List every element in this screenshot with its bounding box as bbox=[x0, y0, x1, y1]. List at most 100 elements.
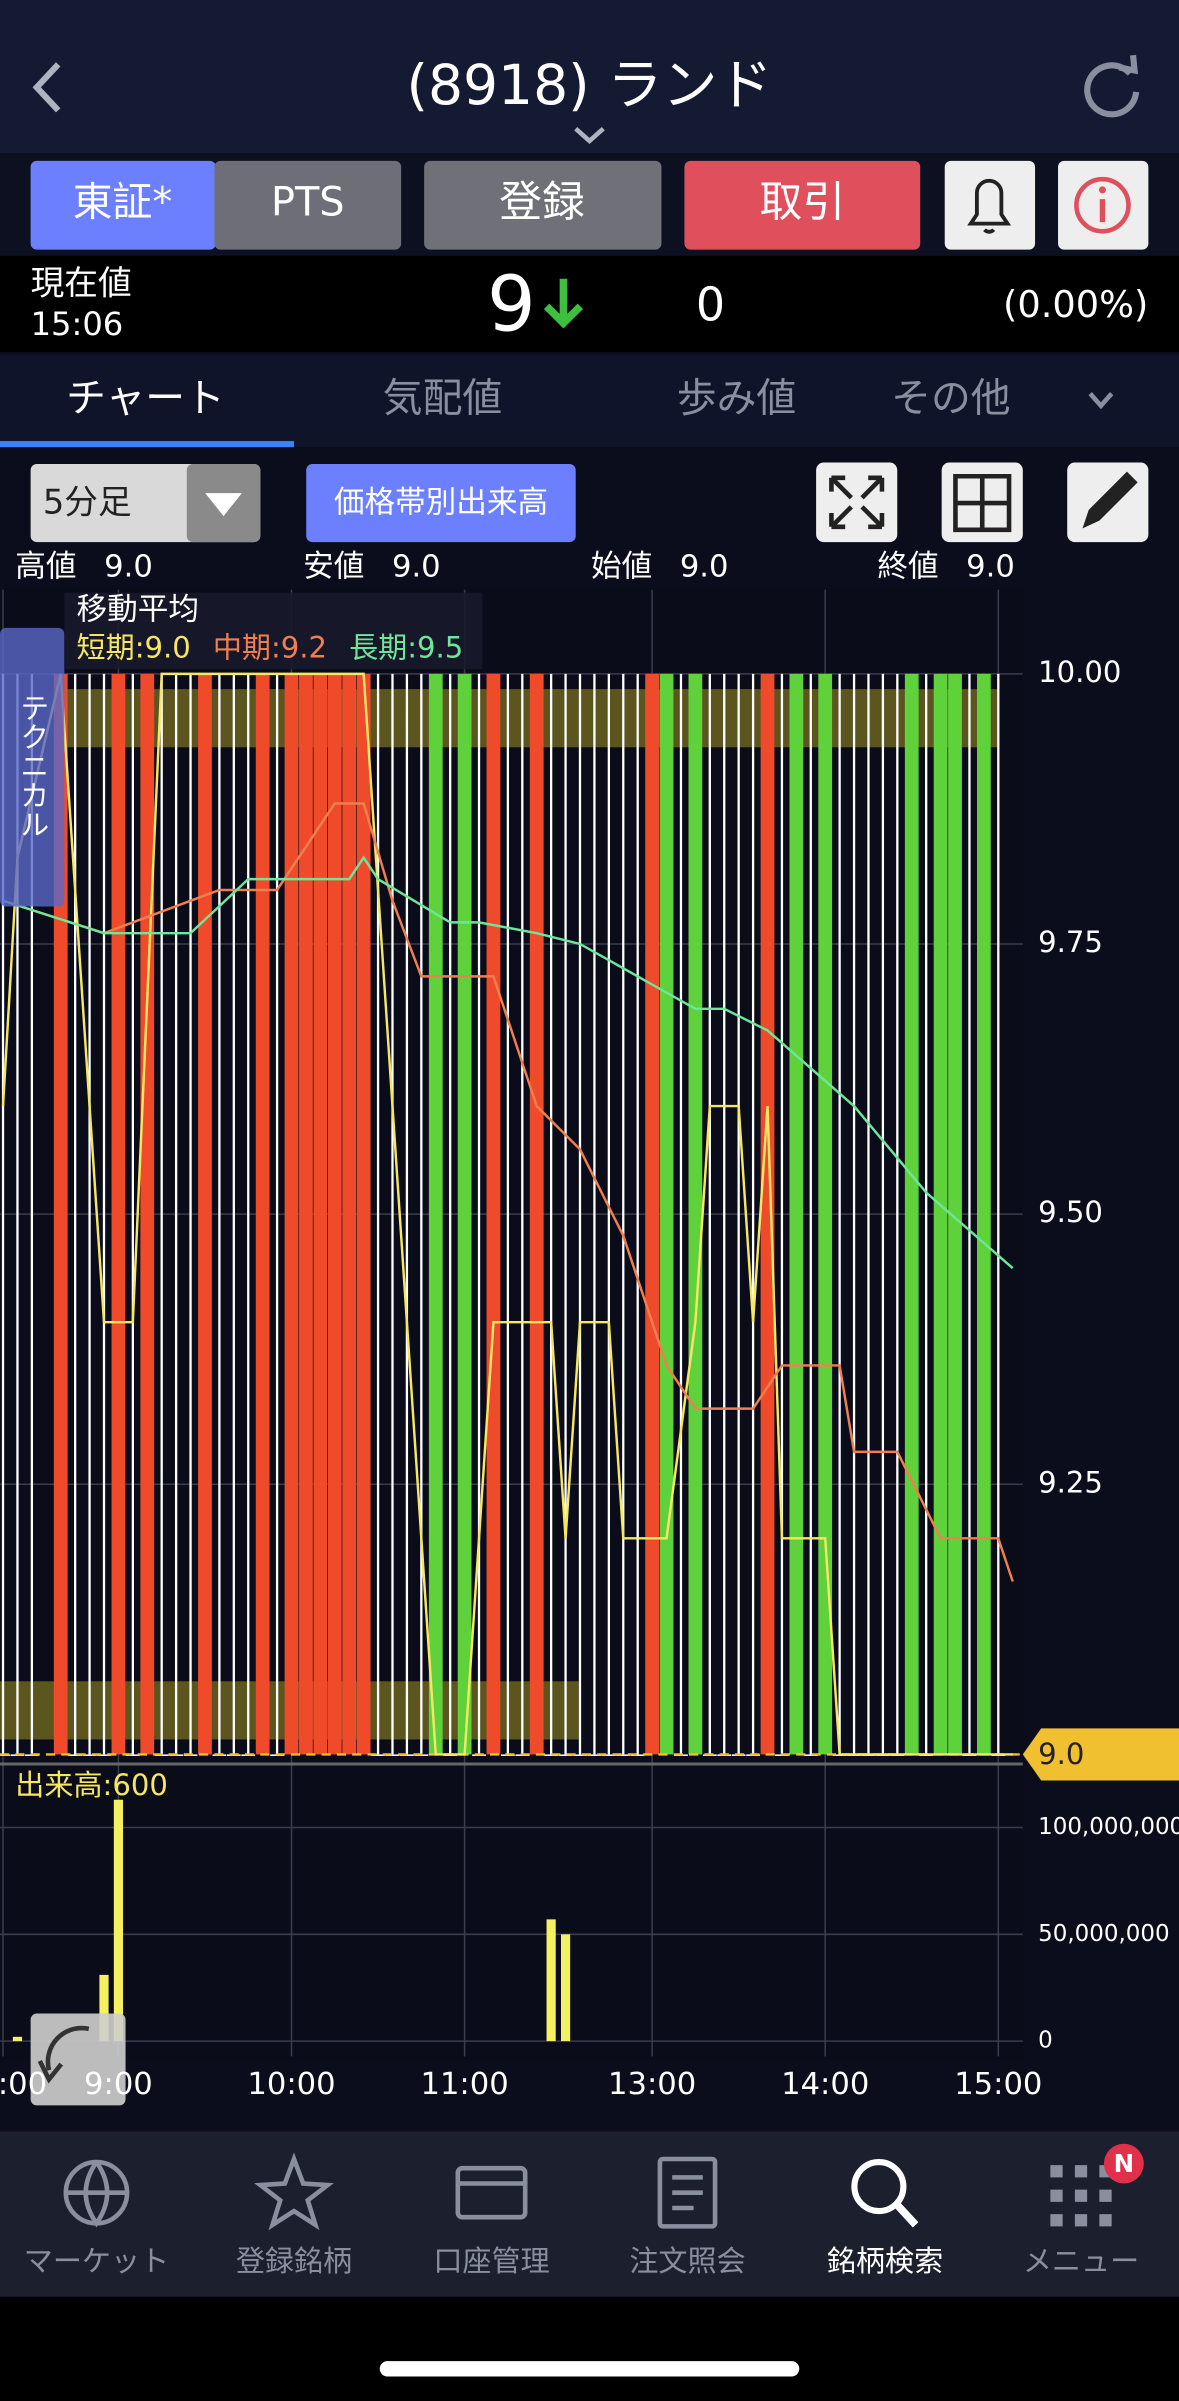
ohlc-value: 9.0 bbox=[392, 550, 441, 585]
candle-body bbox=[688, 673, 703, 1755]
legend-box bbox=[64, 592, 483, 670]
expand-button[interactable] bbox=[816, 462, 898, 543]
register-button[interactable] bbox=[424, 160, 662, 250]
x-tick-label: 15:00 bbox=[954, 2067, 1042, 2102]
x-tick-label: 13:00 bbox=[608, 2067, 696, 2102]
down-arrow bbox=[543, 278, 584, 329]
candle-body bbox=[803, 1754, 818, 1756]
menu-dot bbox=[1050, 2214, 1063, 2227]
tab-chart[interactable]: チャート bbox=[66, 376, 225, 422]
refresh-arrow bbox=[1118, 54, 1139, 75]
account-icon bbox=[455, 2165, 528, 2220]
candle-body bbox=[371, 1754, 385, 1756]
home-indicator bbox=[379, 2361, 800, 2377]
candle-body bbox=[53, 673, 68, 1755]
profile-label: 価格帯別出来高 bbox=[334, 485, 548, 520]
profile-button[interactable] bbox=[306, 464, 576, 543]
candle-body bbox=[818, 673, 833, 1755]
refresh-button[interactable] bbox=[1084, 62, 1140, 118]
nav-label[interactable]: 銘柄検索 bbox=[827, 2244, 943, 2278]
legend-entry: 短期:9.0 bbox=[77, 630, 191, 664]
title-chevron[interactable] bbox=[574, 126, 605, 145]
trade-button[interactable] bbox=[684, 160, 921, 250]
volume-bar bbox=[12, 2036, 23, 2042]
legend-entry: 長期:9.5 bbox=[349, 630, 463, 664]
ohlc-value: 9.0 bbox=[966, 550, 1015, 585]
candle-body bbox=[82, 1754, 97, 1756]
nav-label[interactable]: メニュー bbox=[1023, 2244, 1139, 2278]
alert-button[interactable] bbox=[944, 160, 1036, 250]
candle-body bbox=[573, 1754, 587, 1756]
quote-row bbox=[0, 255, 1179, 353]
grid-icon bbox=[953, 473, 1012, 533]
nav-label[interactable]: 注文照会 bbox=[629, 2244, 745, 2278]
menu-dot bbox=[1099, 2214, 1112, 2227]
x-tick-label: 14:00 bbox=[781, 2067, 869, 2102]
quote-time: 15:06 bbox=[31, 305, 124, 343]
x-tick-label: 15:00 bbox=[0, 2067, 47, 2102]
last-price-tag bbox=[1022, 1728, 1179, 1781]
last-price-label: 9.0 bbox=[1038, 1737, 1084, 1771]
period-label: 5分足 bbox=[43, 482, 132, 521]
technical-label: テクニカル bbox=[16, 693, 50, 838]
page-title: (8918) ランド bbox=[406, 53, 772, 117]
search-icon bbox=[851, 2159, 907, 2215]
candle-body bbox=[948, 673, 962, 1755]
home-area bbox=[0, 2296, 1179, 2401]
y-tick-label: 10.00 bbox=[1038, 655, 1121, 689]
volume-tick-label: 50,000,000 bbox=[1038, 1921, 1169, 1947]
volume-title: 出来高:600 bbox=[15, 1768, 168, 1802]
market-icon-lines bbox=[65, 2160, 128, 2228]
tab-underline bbox=[0, 441, 294, 448]
ohlc-label: 安値 bbox=[303, 550, 364, 585]
candle-body bbox=[529, 673, 544, 1755]
quote-price: 9 bbox=[487, 260, 536, 349]
nav-label[interactable]: マーケット bbox=[24, 2244, 169, 2278]
y-tick-label: 9.25 bbox=[1038, 1465, 1103, 1499]
tab-other[interactable]: その他 bbox=[891, 376, 1010, 422]
price-volume-band bbox=[61, 689, 999, 748]
header-bar bbox=[0, 0, 1179, 154]
menu-dot bbox=[1074, 2214, 1088, 2227]
tse-label: 東証* bbox=[73, 180, 173, 226]
candle-body bbox=[284, 673, 299, 1755]
candle-body bbox=[457, 673, 472, 1755]
moving-average bbox=[1, 672, 1013, 1756]
menu-dot bbox=[1099, 2189, 1112, 2202]
back-button[interactable] bbox=[32, 62, 61, 113]
orders-icon bbox=[657, 2156, 718, 2229]
ohlc-label: 始値 bbox=[591, 550, 652, 585]
candle-body bbox=[789, 673, 804, 1755]
moving-average bbox=[2, 802, 1014, 1582]
candle-body bbox=[601, 1754, 616, 1756]
info-icon bbox=[1074, 176, 1131, 234]
scroll-latest-button[interactable] bbox=[30, 2013, 126, 2106]
search-handle bbox=[894, 2202, 919, 2228]
quote-change-pct: (0.00%) bbox=[1003, 283, 1148, 326]
volume-bar bbox=[546, 1919, 556, 2042]
pts-label: PTS bbox=[271, 180, 345, 226]
pts-button[interactable] bbox=[214, 160, 402, 250]
candle-body bbox=[587, 1754, 602, 1756]
nav-label[interactable]: 登録銘柄 bbox=[236, 2244, 352, 2278]
tab-board[interactable]: 気配値 bbox=[383, 376, 502, 422]
candle-body bbox=[111, 673, 126, 1755]
tse-button[interactable] bbox=[30, 160, 216, 250]
candle-body bbox=[327, 673, 342, 1755]
nav-icons bbox=[63, 2152, 919, 2231]
menu-dot bbox=[1050, 2165, 1063, 2178]
technical-tab[interactable] bbox=[0, 627, 65, 907]
candle-body bbox=[125, 1754, 140, 1756]
candle-body bbox=[558, 1754, 573, 1756]
trade-label: 取引 bbox=[759, 178, 845, 228]
ohlc-value: 9.0 bbox=[104, 550, 153, 585]
expand-icon bbox=[829, 475, 885, 530]
tab-chevron bbox=[1088, 392, 1114, 410]
volume-bar bbox=[113, 1799, 124, 2042]
volume-tick-label: 100,000,000 bbox=[1038, 1814, 1179, 1840]
nav-label[interactable]: 口座管理 bbox=[433, 2244, 549, 2278]
tab-ticks[interactable]: 歩み値 bbox=[677, 376, 796, 422]
menu-icon bbox=[1050, 2165, 1112, 2227]
badge-label: N bbox=[1114, 2149, 1135, 2178]
